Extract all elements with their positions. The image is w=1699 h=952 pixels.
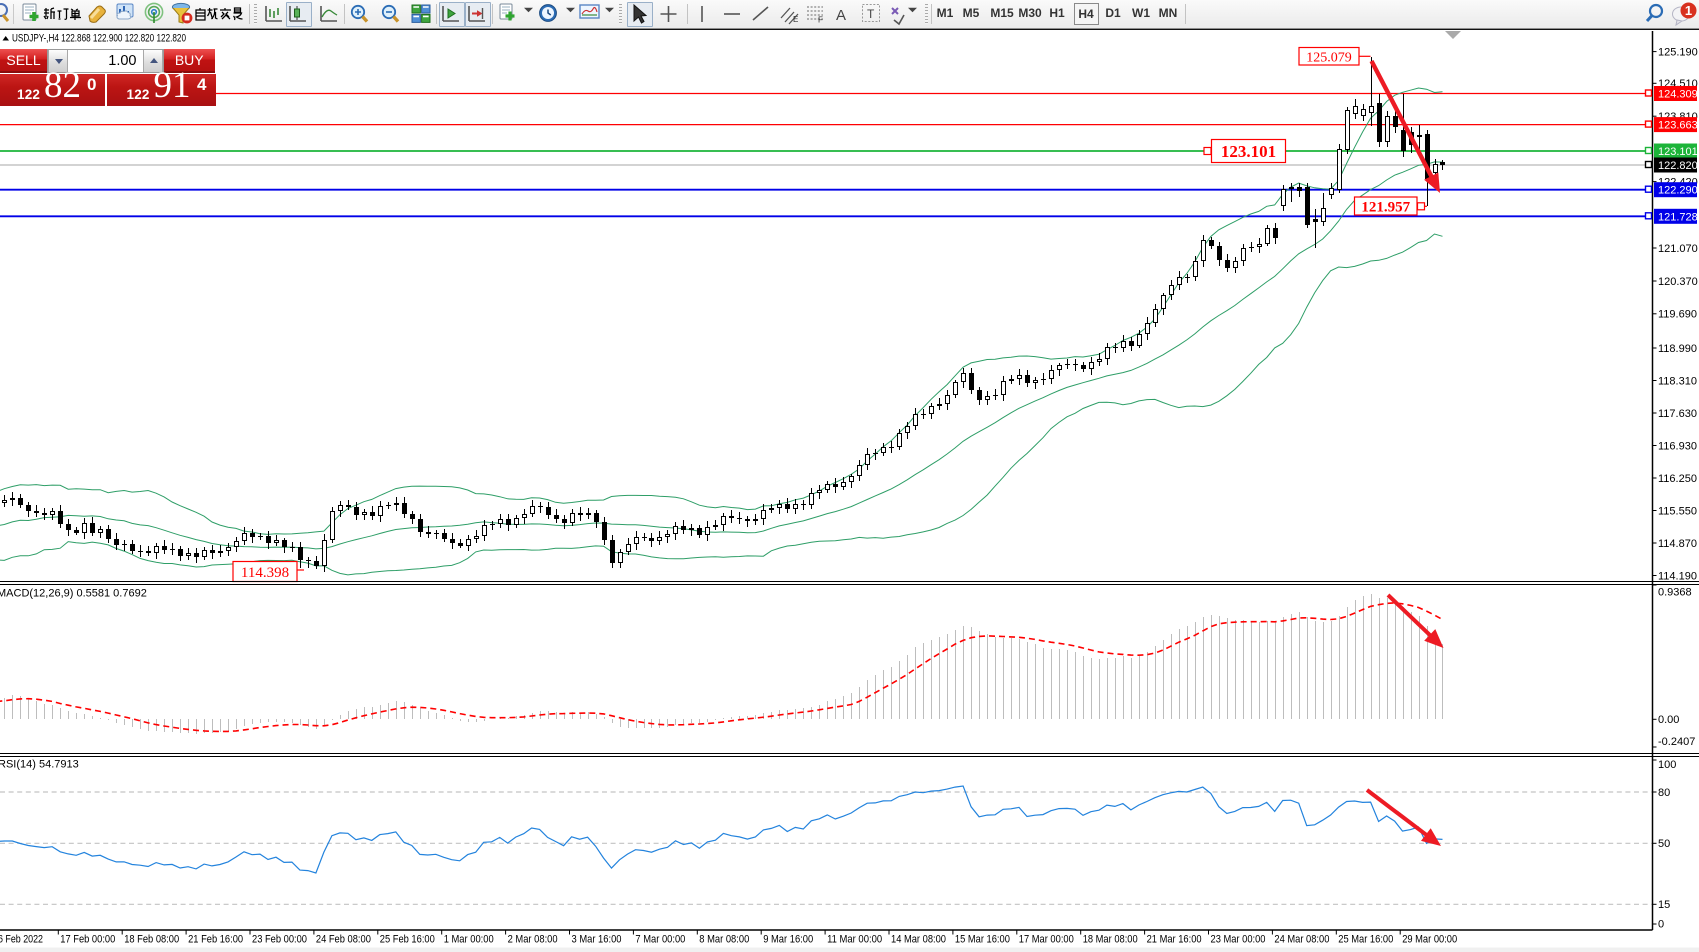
svg-text:50: 50	[1658, 838, 1670, 850]
svg-text:114.398: 114.398	[241, 565, 289, 581]
svg-text:F: F	[818, 16, 823, 25]
svg-text:80: 80	[1658, 787, 1670, 799]
svg-text:0.00: 0.00	[1658, 714, 1679, 726]
svg-text:117.630: 117.630	[1658, 408, 1697, 420]
svg-text:125.190: 125.190	[1658, 46, 1698, 58]
svg-text:8 Mar 08:00: 8 Mar 08:00	[699, 934, 749, 946]
svg-text:122.290: 122.290	[1658, 185, 1698, 197]
svg-text:A: A	[836, 7, 846, 24]
svg-text:9 Mar 16:00: 9 Mar 16:00	[763, 934, 813, 946]
svg-text:120.370: 120.370	[1658, 276, 1698, 288]
svg-text:18 Mar 08:00: 18 Mar 08:00	[1083, 934, 1138, 946]
svg-text:25 Mar 16:00: 25 Mar 16:00	[1338, 934, 1393, 946]
svg-text:14 Mar 08:00: 14 Mar 08:00	[891, 934, 946, 946]
svg-text:RSI(14) 54.7913: RSI(14) 54.7913	[0, 759, 79, 771]
svg-text:116.250: 116.250	[1658, 473, 1697, 485]
svg-text:15 Mar 16:00: 15 Mar 16:00	[955, 934, 1010, 946]
svg-text:116.930: 116.930	[1658, 440, 1697, 452]
svg-text:18 Feb 08:00: 18 Feb 08:00	[124, 934, 179, 946]
svg-text:23 Feb 00:00: 23 Feb 00:00	[252, 934, 307, 946]
svg-text:124.309: 124.309	[1658, 89, 1698, 101]
svg-text:121.070: 121.070	[1658, 243, 1698, 255]
svg-text:-0.2407: -0.2407	[1658, 736, 1695, 748]
svg-text:125.079: 125.079	[1306, 50, 1352, 65]
svg-text:123.101: 123.101	[1221, 142, 1276, 161]
svg-text:0.9368: 0.9368	[1658, 586, 1692, 598]
svg-text:1: 1	[1685, 3, 1692, 18]
svg-text:3 Mar 16:00: 3 Mar 16:00	[572, 934, 622, 946]
svg-text:100: 100	[1658, 759, 1676, 771]
svg-text:29 Mar 00:00: 29 Mar 00:00	[1402, 934, 1457, 946]
svg-text:2 Mar 08:00: 2 Mar 08:00	[508, 934, 558, 946]
svg-text:114.190: 114.190	[1658, 570, 1697, 582]
svg-text:17 Feb 00:00: 17 Feb 00:00	[60, 934, 115, 946]
svg-text:123.101: 123.101	[1658, 146, 1698, 158]
svg-text:119.690: 119.690	[1658, 309, 1697, 321]
svg-text:USDJPY-,H4 122.868 122.900 12: USDJPY-,H4 122.868 122.900 122.820 122.8…	[12, 33, 186, 45]
svg-text:25 Feb 16:00: 25 Feb 16:00	[380, 934, 435, 946]
svg-text:MACD(12,26,9) 0.5581 0.7692: MACD(12,26,9) 0.5581 0.7692	[0, 588, 147, 600]
svg-text:T: T	[867, 7, 875, 21]
svg-text:115.550: 115.550	[1658, 505, 1697, 517]
svg-text:121.728: 121.728	[1658, 211, 1698, 223]
svg-text:121.957: 121.957	[1361, 199, 1410, 215]
svg-text:21 Mar 16:00: 21 Mar 16:00	[1147, 934, 1202, 946]
svg-text:7 Mar 00:00: 7 Mar 00:00	[635, 934, 685, 946]
svg-text:11 Mar 00:00: 11 Mar 00:00	[827, 934, 882, 946]
svg-text:E: E	[793, 15, 798, 24]
svg-text:122.820: 122.820	[1658, 160, 1698, 172]
svg-text:118.990: 118.990	[1658, 343, 1697, 355]
svg-text:1 Mar 00:00: 1 Mar 00:00	[444, 934, 494, 946]
svg-text:21 Feb 16:00: 21 Feb 16:00	[188, 934, 243, 946]
svg-text:118.310: 118.310	[1658, 375, 1697, 387]
svg-text:15: 15	[1658, 899, 1670, 911]
svg-text:24 Feb 08:00: 24 Feb 08:00	[316, 934, 371, 946]
svg-text:114.870: 114.870	[1658, 538, 1697, 550]
svg-text:17 Mar 00:00: 17 Mar 00:00	[1019, 934, 1074, 946]
svg-text:16 Feb 2022: 16 Feb 2022	[0, 934, 43, 946]
svg-text:24 Mar 08:00: 24 Mar 08:00	[1274, 934, 1329, 946]
svg-text:0: 0	[1658, 919, 1664, 931]
svg-text:23 Mar 00:00: 23 Mar 00:00	[1211, 934, 1266, 946]
svg-text:123.663: 123.663	[1658, 120, 1698, 132]
